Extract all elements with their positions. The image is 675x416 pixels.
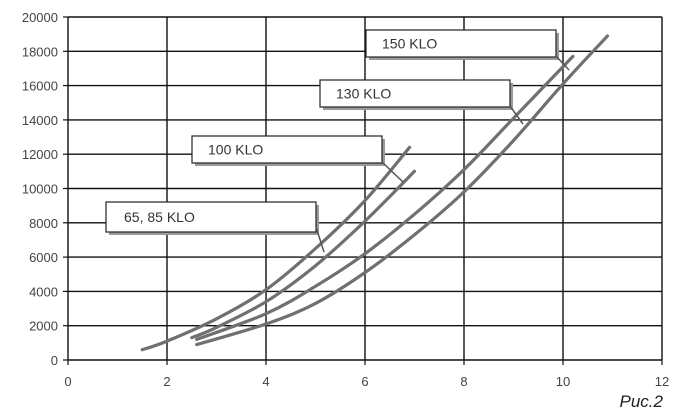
series-line	[195, 34, 610, 347]
axis-ticks: 0 2 4 6 8 10 12 0 2000 4000 6000 8000 10000 12000 1400…	[22, 10, 669, 389]
callout-box	[105, 201, 317, 233]
series-line	[195, 54, 575, 341]
callout-leader	[315, 226, 325, 253]
series-line	[190, 169, 417, 340]
y-tick-label: 8000	[29, 216, 58, 231]
y-tick-label: 2000	[29, 319, 58, 334]
grid	[67, 16, 663, 361]
series-label: 150 KLO	[382, 36, 437, 52]
y-tick-label: 12000	[22, 147, 58, 162]
x-tick-label: 6	[361, 374, 368, 389]
callout-box	[365, 29, 557, 58]
x-tick-label: 4	[262, 374, 269, 389]
y-tick-label: 18000	[22, 44, 58, 59]
figure-caption: Рис.2	[619, 392, 663, 411]
y-tick-label: 4000	[29, 284, 58, 299]
callout-box	[319, 79, 511, 108]
series-callouts: 65, 85 KLO 100 KLO 130 KLO 150 KLO	[105, 29, 570, 253]
x-tick-label: 8	[460, 374, 467, 389]
x-tick-label: 10	[556, 374, 570, 389]
callout-leader	[381, 161, 404, 183]
y-tick-label: 16000	[22, 79, 58, 94]
y-tick-label: 14000	[22, 113, 58, 128]
series-line	[140, 145, 412, 352]
y-tick-label: 20000	[22, 10, 58, 25]
series-label: 130 KLO	[336, 86, 391, 102]
callout-box	[191, 135, 383, 164]
callout-leader	[509, 105, 524, 125]
callout-leader	[555, 55, 570, 71]
x-tick-label: 0	[64, 374, 71, 389]
y-tick-label: 6000	[29, 250, 58, 265]
x-tick-label: 12	[655, 374, 669, 389]
series-lines	[140, 34, 610, 352]
series-label: 65, 85 KLO	[124, 209, 195, 225]
x-tick-label: 2	[163, 374, 170, 389]
y-tick-label: 10000	[22, 182, 58, 197]
y-tick-label: 0	[51, 353, 58, 368]
series-label: 100 KLO	[208, 142, 263, 158]
